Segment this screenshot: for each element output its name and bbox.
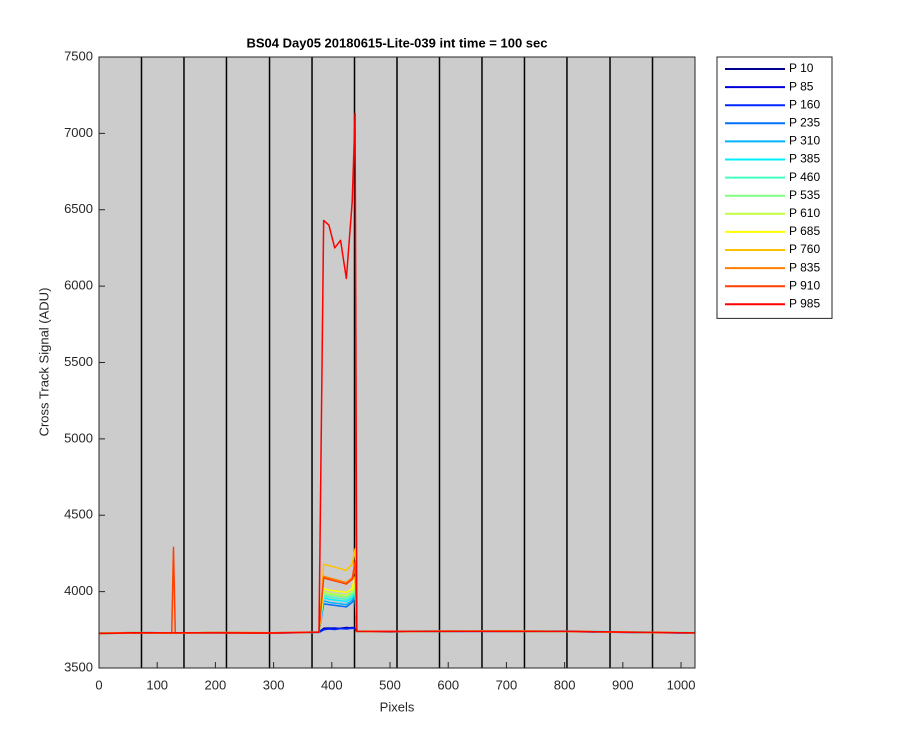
- x-tick-label: 900: [612, 677, 634, 692]
- x-tick-label: 600: [437, 677, 459, 692]
- y-axis-label: Cross Track Signal (ADU): [36, 288, 51, 437]
- y-tick-label: 6500: [64, 201, 93, 216]
- y-tick-label: 6000: [64, 278, 93, 293]
- x-tick-label: 400: [321, 677, 343, 692]
- x-axis-label: Pixels: [380, 699, 415, 714]
- x-tick-label: 100: [146, 677, 168, 692]
- legend-label: P 985: [789, 296, 820, 310]
- x-tick-label: 500: [379, 677, 401, 692]
- chart-title: BS04 Day05 20180615-Lite-039 int time = …: [247, 35, 548, 50]
- legend-label: P 85: [789, 79, 814, 93]
- legend-label: P 385: [789, 152, 820, 166]
- x-tick-label: 700: [496, 677, 518, 692]
- legend-label: P 835: [789, 260, 820, 274]
- x-tick-label: 200: [205, 677, 227, 692]
- legend-label: P 910: [789, 278, 820, 292]
- y-tick-label: 3500: [64, 659, 93, 674]
- legend-label: P 10: [789, 61, 814, 75]
- x-tick-label: 0: [95, 677, 102, 692]
- y-tick-label: 4000: [64, 583, 93, 598]
- legend-label: P 685: [789, 224, 820, 238]
- x-tick-label: 1000: [667, 677, 696, 692]
- legend-label: P 310: [789, 134, 820, 148]
- legend-label: P 460: [789, 170, 820, 184]
- y-tick-label: 4500: [64, 507, 93, 522]
- legend-box: [716, 56, 833, 319]
- y-tick-label: 7500: [64, 48, 93, 63]
- x-tick-label: 300: [263, 677, 285, 692]
- x-tick-label: 800: [554, 677, 576, 692]
- legend-label: P 760: [789, 242, 820, 256]
- y-tick-label: 5500: [64, 354, 93, 369]
- legend-label: P 235: [789, 115, 820, 129]
- y-tick-label: 5000: [64, 430, 93, 445]
- y-tick-label: 7000: [64, 125, 93, 140]
- legend-label: P 535: [789, 188, 820, 202]
- legend-label: P 160: [789, 97, 820, 111]
- series-line: [98, 112, 696, 635]
- legend-label: P 610: [789, 206, 820, 220]
